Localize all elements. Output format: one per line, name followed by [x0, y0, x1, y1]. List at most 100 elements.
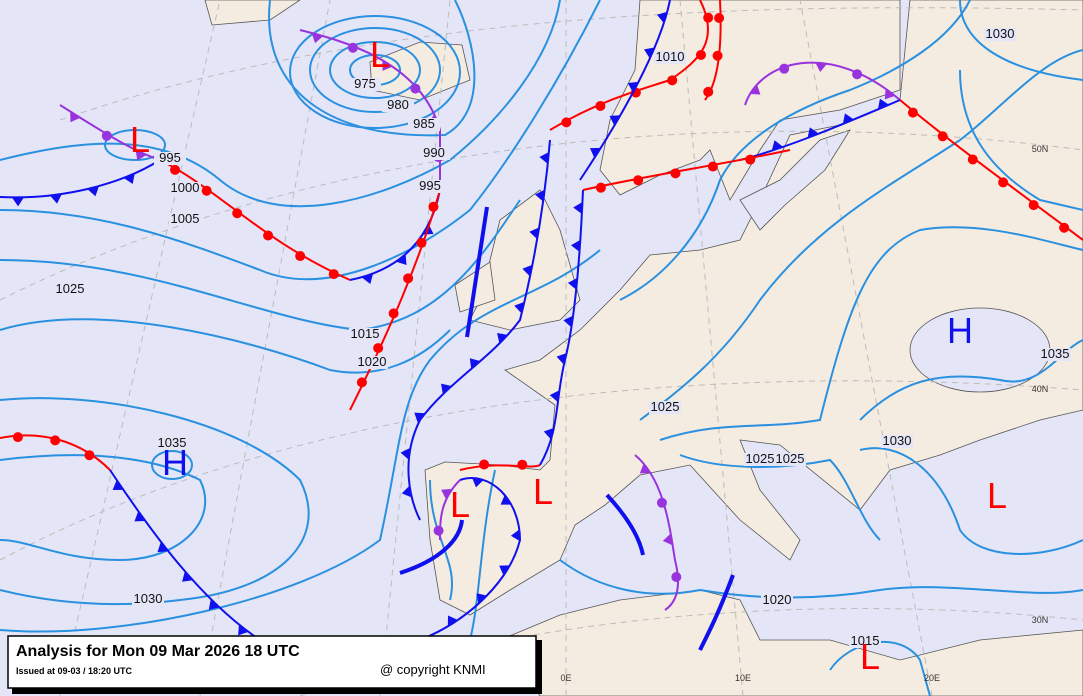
trough-front [465, 206, 489, 338]
front-symbol [11, 197, 24, 207]
isobar-label: 985 [413, 116, 435, 131]
isobar [429, 479, 453, 601]
front-symbol [471, 477, 484, 488]
isobar-label-bg [154, 152, 186, 165]
front-symbol [884, 88, 896, 100]
front-symbol [656, 11, 668, 24]
graticule-label: 20E [924, 673, 940, 683]
isobar [0, 318, 451, 374]
pressure-center: L [450, 484, 470, 525]
front-symbol [388, 308, 399, 319]
isobar-label-bg [349, 78, 381, 91]
pressure-center: L [130, 119, 150, 160]
front-symbol [238, 624, 249, 636]
front-symbol [469, 358, 481, 369]
front-symbol [87, 186, 99, 197]
isobar-label-bg [349, 328, 381, 341]
graticule-label: 50N [1032, 144, 1049, 154]
isobar-label-bg [654, 51, 686, 64]
front-symbol [1059, 222, 1070, 233]
front-symbol [563, 315, 574, 328]
front-symbol [328, 269, 339, 280]
front-symbol [497, 332, 508, 344]
front-symbol [428, 201, 439, 212]
isobar [619, 0, 971, 301]
warm-front [582, 149, 791, 191]
front-symbol [134, 511, 146, 522]
isobar [151, 450, 194, 480]
isobar-label-bg [774, 453, 806, 466]
front-symbol [50, 435, 61, 446]
graticule-label: 0E [560, 673, 571, 683]
front-symbol [529, 227, 540, 240]
front-symbol [479, 459, 490, 470]
title-box: Analysis for Mon 09 Mar 2026 18 UTC Issu… [7, 635, 542, 694]
isobar-label-bg [418, 147, 450, 160]
warm-front [459, 464, 541, 471]
isobar-label: 1030 [883, 433, 912, 448]
graticule-line [0, 380, 1083, 561]
front-symbol [714, 13, 725, 24]
isobar [0, 0, 561, 208]
front-symbol [70, 111, 81, 123]
pressure-center: H [947, 310, 973, 351]
title-box-frame [7, 635, 537, 689]
front-symbol [567, 277, 578, 290]
front-symbol [543, 427, 555, 440]
isobar-label-bg [1039, 348, 1071, 361]
front-symbol [842, 113, 854, 125]
front-symbol [311, 32, 324, 44]
front-symbol [522, 264, 533, 277]
graticule-label: 30N [1032, 615, 1049, 625]
front-symbol [517, 459, 528, 470]
front-symbol [416, 237, 427, 248]
graticule-label: 10E [735, 673, 751, 683]
isobar-label-bg [414, 180, 446, 193]
isobar [268, 0, 476, 137]
trough-front [605, 493, 645, 556]
africa [499, 589, 1083, 696]
front-symbol [295, 251, 306, 262]
front-symbol [447, 615, 458, 627]
isobar-label: 1015 [851, 633, 880, 648]
graticule-label: 40N [1032, 384, 1049, 394]
isobar-label: 1030 [986, 26, 1015, 41]
front-symbol [749, 84, 761, 95]
front-symbol [703, 86, 714, 97]
front-symbol [500, 494, 512, 505]
cold-front [407, 139, 551, 521]
isobar-label-bg [408, 118, 440, 131]
isobar-label-bg [649, 401, 681, 414]
isobar-label: 995 [159, 150, 181, 165]
isobar-label-bg [54, 283, 86, 296]
isobar-label-bg [132, 593, 164, 606]
isobar-label: 1025 [746, 451, 775, 466]
front-symbol [514, 301, 525, 314]
isobar [309, 27, 442, 113]
isobar [469, 469, 496, 641]
isobar-label-bg [881, 435, 913, 448]
pressure-center: H [162, 442, 188, 483]
front-symbol [373, 343, 384, 354]
front-symbol [382, 60, 393, 71]
front-symbol [535, 189, 545, 202]
isobar [104, 129, 167, 161]
isobar [0, 397, 310, 606]
isobar-label-bg [849, 635, 881, 648]
front-symbol [347, 42, 358, 53]
front-symbol [396, 254, 407, 266]
front-symbol [556, 353, 567, 365]
front-symbol [695, 49, 706, 60]
front-symbol [877, 98, 889, 110]
isobar-label: 995 [419, 178, 441, 193]
warm-front [159, 159, 351, 281]
occl-front [634, 454, 679, 611]
pressure-center: L [987, 475, 1007, 516]
front-symbol [208, 599, 220, 610]
front-symbol [201, 185, 212, 196]
baltic-sea [739, 129, 851, 231]
front-symbol [595, 182, 606, 193]
front-symbol [539, 151, 549, 164]
isobar-label: 1025 [56, 281, 85, 296]
